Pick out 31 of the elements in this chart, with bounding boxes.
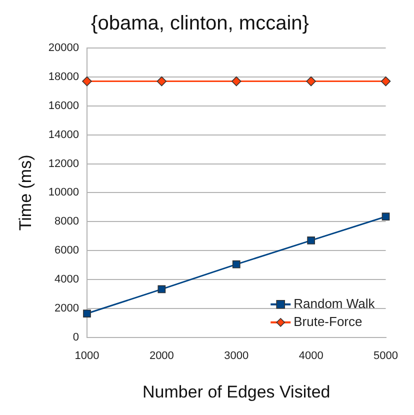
point [83,310,91,318]
y-axis-title: Time (ms) [16,154,35,231]
x-tick-label: 1000 [74,350,100,362]
point [380,76,391,86]
x-tick-label: 4000 [298,350,324,362]
y-tick-label: 10000 [48,186,79,199]
y-tick-label: 20000 [48,42,79,54]
y-tick-label: 16000 [48,100,79,112]
x-tick-label: 5000 [374,350,398,362]
legend-label: Brute-Force [294,314,362,329]
y-tick-label: 12000 [48,158,79,170]
point [156,76,167,86]
point [307,236,316,244]
x-tick-label: 3000 [224,350,249,362]
y-tick-label: 0 [72,331,79,344]
y-tick-label: 14000 [48,128,79,141]
x-axis-title: Number of Edges Visited [142,382,330,402]
y-tick-label: 8000 [54,216,79,228]
y-tick-label: 18000 [48,70,79,83]
x-tick-label: 2000 [149,350,174,362]
y-tick-label: 6000 [54,244,79,257]
point [232,260,240,268]
chart-title: {obama, clinton, mccain} [91,12,310,35]
point [306,76,316,86]
y-tick-label: 4000 [54,274,79,286]
y-tick-label: 2000 [54,302,79,314]
point [158,285,166,294]
legend-label: Random Walk [294,296,376,311]
point [382,212,390,221]
point [231,76,242,86]
point [82,76,92,86]
